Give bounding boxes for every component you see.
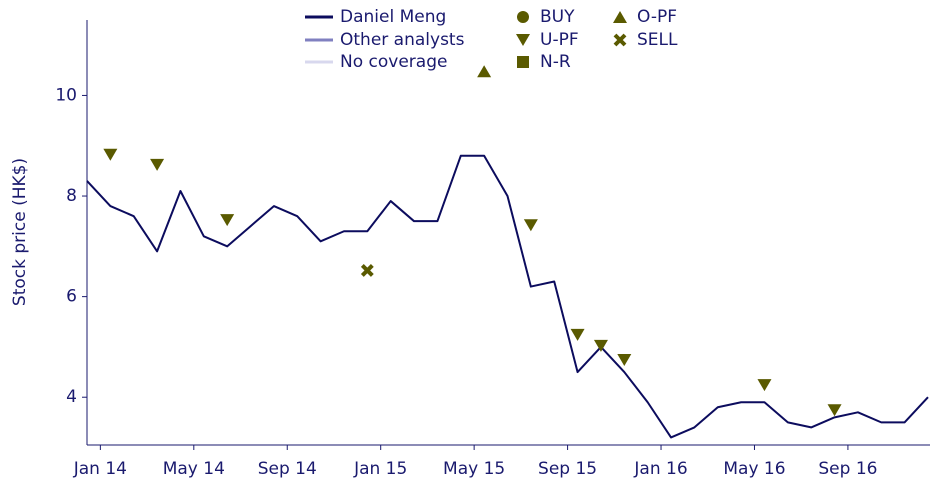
y-tick-label: 4 bbox=[66, 387, 77, 407]
legend-symbol bbox=[517, 56, 529, 68]
rating-marker bbox=[523, 219, 538, 232]
rating-marker bbox=[570, 328, 585, 341]
x-tick-label: May 14 bbox=[163, 459, 225, 479]
legend-label: N-R bbox=[540, 52, 571, 72]
x-tick-label: Jan 16 bbox=[633, 459, 687, 479]
rating-marker bbox=[103, 148, 118, 161]
rating-marker bbox=[617, 354, 632, 366]
x-tick-label: May 16 bbox=[723, 459, 785, 479]
x-tick-label: Jan 15 bbox=[353, 459, 407, 479]
legend-label: O-PF bbox=[637, 7, 677, 27]
legend-label: BUY bbox=[540, 7, 575, 27]
rating-marker bbox=[477, 65, 492, 78]
x-tick-label: Sep 15 bbox=[538, 459, 597, 479]
legend-label: SELL bbox=[637, 30, 678, 50]
legend-label: Other analysts bbox=[340, 30, 465, 50]
rating-marker bbox=[360, 264, 374, 277]
y-axis-label: Stock price (HK$) bbox=[10, 158, 30, 306]
legend-label: No coverage bbox=[340, 52, 447, 72]
legend-symbol bbox=[517, 11, 529, 23]
price-line bbox=[86, 154, 929, 439]
rating-marker bbox=[220, 214, 235, 227]
x-tick-label: Sep 16 bbox=[818, 459, 877, 479]
x-tick-label: May 15 bbox=[443, 459, 505, 479]
y-tick-label: 10 bbox=[55, 85, 77, 105]
y-tick-label: 8 bbox=[66, 186, 77, 206]
rating-marker bbox=[150, 158, 165, 171]
rating-marker bbox=[757, 379, 772, 392]
legend-label: Daniel Meng bbox=[340, 7, 446, 27]
y-tick-label: 6 bbox=[66, 287, 77, 307]
x-tick-label: Jan 14 bbox=[73, 459, 127, 479]
legend-symbol bbox=[613, 11, 627, 23]
x-tick-label: Sep 14 bbox=[258, 459, 317, 479]
legend-symbol bbox=[516, 34, 530, 46]
legend-symbol bbox=[613, 33, 627, 47]
rating-marker bbox=[827, 404, 842, 417]
rating-marker bbox=[593, 339, 608, 352]
legend-label: U-PF bbox=[540, 30, 579, 50]
